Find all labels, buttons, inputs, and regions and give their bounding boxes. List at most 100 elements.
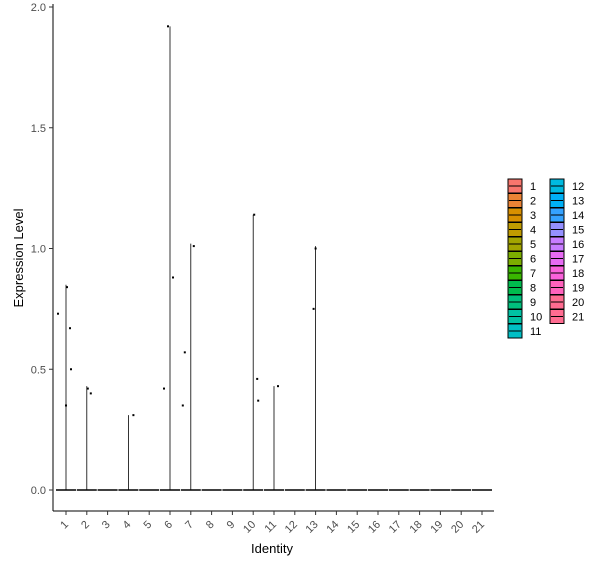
y-tick-label: 2.0	[31, 2, 46, 14]
legend-item-14: 14	[549, 207, 584, 223]
violin-group-2	[76, 386, 97, 491]
legend-label: 7	[530, 268, 536, 280]
legend-label: 21	[572, 312, 584, 324]
x-tick-label: 14	[324, 519, 341, 536]
x-tick-label: 6	[162, 519, 175, 532]
data-point	[257, 399, 260, 402]
legend-label: 12	[572, 181, 584, 193]
data-point	[256, 377, 259, 380]
y-tick-label: 0.5	[31, 364, 46, 376]
legend-label: 6	[530, 254, 536, 266]
y-tick-label: 1.5	[31, 123, 46, 135]
data-point	[86, 387, 89, 390]
legend-item-16: 16	[549, 236, 584, 252]
legend-label: 3	[530, 210, 536, 222]
x-axis-title: Identity	[251, 541, 293, 556]
data-point	[167, 25, 169, 28]
legend-label: 1	[530, 181, 536, 193]
x-tick-label: 21	[470, 519, 487, 536]
x-axis: 1 2 3 4 5 6 7 8 9 10 11 12 13 14 15 16 17 18 19 20 21	[53, 510, 494, 536]
violin-group-11	[264, 385, 284, 491]
violin-group-6	[160, 25, 180, 491]
legend-item-17: 17	[549, 251, 584, 266]
legend-label: 9	[530, 297, 536, 309]
legend-item-5: 5	[507, 236, 536, 252]
x-tick-label: 5	[142, 519, 155, 532]
legend-item-12: 12	[549, 178, 584, 194]
legend-label: 16	[572, 239, 584, 251]
data-point	[277, 385, 279, 388]
legend-item-21: 21	[549, 309, 584, 324]
x-tick-label: 9	[225, 519, 238, 532]
legend-item-11: 11	[507, 323, 541, 339]
y-axis: 0.0 0.5 1.0 1.5 2.0	[31, 2, 54, 511]
data-point	[132, 414, 135, 417]
x-tick-label: 20	[449, 519, 466, 536]
data-point	[70, 368, 72, 371]
data-point	[314, 247, 317, 250]
legend-label: 13	[572, 196, 584, 208]
x-tick-label: 12	[283, 519, 300, 536]
legend-item-15: 15	[549, 222, 584, 237]
x-tick-label: 8	[204, 519, 217, 532]
data-point	[65, 404, 67, 407]
legend-label: 17	[572, 254, 584, 266]
x-tick-label: 11	[263, 519, 280, 536]
violin-group-1	[56, 284, 76, 491]
x-tick-label: 4	[121, 519, 134, 532]
x-tick-label: 13	[304, 519, 321, 536]
data-point	[66, 286, 68, 289]
legend-label: 4	[530, 225, 536, 237]
data-point	[183, 351, 186, 354]
legend-item-18: 18	[549, 265, 584, 281]
legend-item-7: 7	[507, 265, 536, 281]
legend-item-19: 19	[549, 280, 584, 295]
legend-item-1: 1	[507, 178, 536, 194]
data-point	[172, 276, 174, 279]
legend-item-2: 2	[507, 193, 536, 208]
legend-label: 19	[572, 283, 584, 295]
data-point	[89, 392, 92, 395]
x-tick-label: 3	[100, 519, 113, 532]
y-axis-title: Expression Level	[11, 208, 26, 307]
violin-group-7	[180, 243, 201, 491]
data-point	[69, 327, 71, 330]
legend-label: 18	[572, 268, 584, 280]
data-point	[312, 307, 315, 310]
legend-label: 20	[572, 297, 584, 309]
violin-group-4	[118, 414, 139, 491]
legend-label: 8	[530, 283, 536, 295]
legend-item-8: 8	[507, 280, 536, 295]
legend-label: 5	[530, 239, 536, 251]
data-point	[57, 312, 59, 315]
x-tick-label: 2	[79, 519, 92, 532]
legend-label: 10	[530, 312, 542, 324]
legend-item-3: 3	[507, 207, 536, 223]
violin-group-13	[305, 246, 326, 491]
data-point	[181, 404, 184, 407]
legend-item-13: 13	[549, 193, 584, 208]
x-tick-label: 19	[428, 519, 445, 536]
data-point	[192, 245, 195, 248]
plot-area	[56, 25, 492, 491]
x-tick-label: 15	[345, 519, 362, 536]
legend-label: 2	[530, 196, 536, 208]
legend-label: 14	[572, 210, 584, 222]
legend-item-9: 9	[507, 294, 536, 310]
legend-item-10: 10	[507, 309, 542, 324]
data-point	[163, 387, 165, 390]
legend-label: 11	[530, 326, 541, 338]
y-tick-label: 1.0	[31, 244, 46, 256]
x-tick-label: 7	[183, 519, 196, 532]
y-tick-label: 0.0	[31, 485, 46, 497]
legend-item-4: 4	[507, 222, 536, 237]
x-tick-label: 10	[241, 519, 258, 536]
x-tick-label: 18	[408, 519, 425, 536]
data-point	[253, 213, 256, 216]
x-tick-label: 17	[387, 519, 404, 536]
violin-group-10	[243, 213, 264, 491]
legend-label: 15	[572, 225, 584, 237]
x-tick-label: 16	[366, 519, 383, 536]
